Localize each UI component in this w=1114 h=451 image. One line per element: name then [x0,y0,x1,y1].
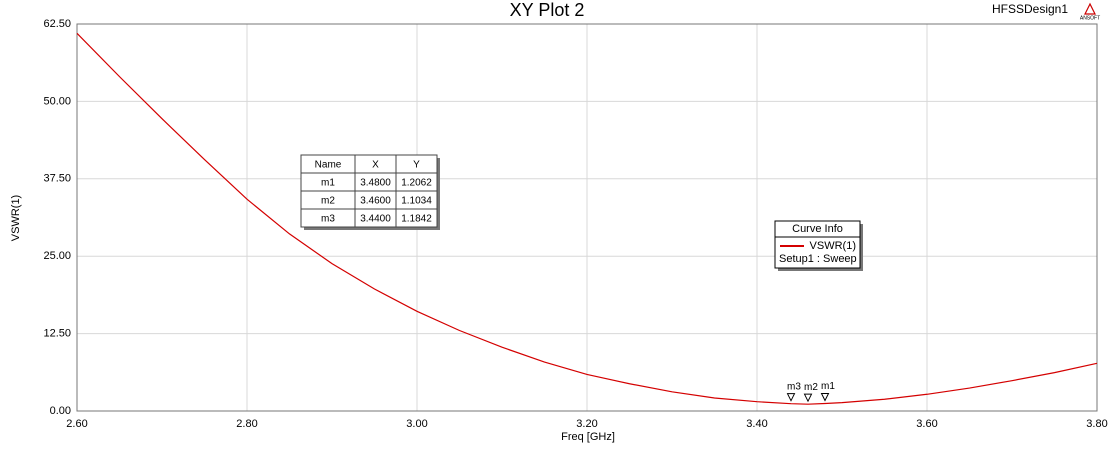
logo-icon [1084,2,1096,15]
legend-title: Curve Info [792,223,843,235]
table-cell-text: 1.1034 [401,196,432,207]
table-cell-text: m1 [321,178,335,189]
y-tick-label: 37.50 [43,173,71,185]
table-cell-text: m2 [321,196,335,207]
series-line [76,32,1098,405]
x-tick-label: 2.60 [66,418,87,430]
table-cell-text: 3.4800 [360,178,391,189]
table-header: X [372,160,379,171]
table-cell-text: 3.4600 [360,196,391,207]
table-cell-text: m3 [321,214,335,225]
chart-title: XY Plot 2 [510,0,585,20]
x-tick-label: 2.80 [236,418,257,430]
y-tick-label: 62.50 [43,18,71,30]
table-cell-text: 1.1842 [401,214,432,225]
table-cell [395,208,438,228]
y-tick-label: 50.00 [43,95,71,107]
y-tick-label: 0.00 [50,405,71,417]
logo-text: ANSOFT [1080,15,1100,21]
x-tick-label: 3.00 [406,418,427,430]
y-axis-label: VSWR(1) [10,195,22,241]
x-tick-label: 3.20 [576,418,597,430]
design-name: HFSSDesign1 [992,2,1068,16]
table-cell-text: 1.2062 [401,178,432,189]
y-tick-label: 12.50 [43,328,71,340]
table-cell-text: 3.4400 [360,214,391,225]
marker-label: m1 [821,381,835,392]
legend-label: VSWR(1) [810,240,856,252]
table-header: Name [315,160,342,171]
x-tick-label: 3.60 [916,418,937,430]
x-tick-label: 3.40 [746,418,767,430]
legend-subtitle: Setup1 : Sweep [779,253,857,265]
plot-border [76,23,1098,412]
marker-triangle [820,393,830,402]
marker-label: m2 [804,382,818,393]
marker-triangle [803,393,813,403]
marker-label: m3 [787,381,801,392]
marker-triangle [786,393,796,402]
y-tick-label: 25.00 [43,250,71,262]
table-header: Y [413,160,420,171]
legend [774,220,861,269]
x-axis-label: Freq [GHz] [561,431,615,443]
x-tick-label: 3.80 [1086,418,1107,430]
